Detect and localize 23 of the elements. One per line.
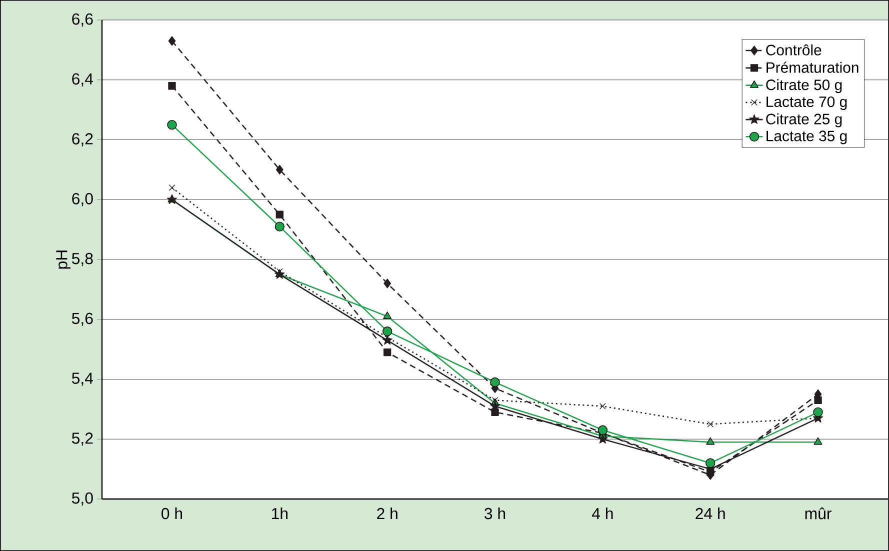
x-tick-label: 0 h <box>162 508 182 520</box>
legend-label: Citrate 25 g <box>766 113 842 128</box>
y-tick-label: 6,0 <box>72 193 93 206</box>
legend-label: Lactate 70 g <box>766 96 847 110</box>
y-tick-label: 5,2 <box>72 432 93 446</box>
y-axis-title: pH <box>56 250 70 269</box>
x-tick-label: 2 h <box>377 508 398 520</box>
legend-label: Citrate 50 g <box>766 79 842 94</box>
y-tick-label: 6,6 <box>72 13 93 27</box>
legend-label: Contrôle <box>766 44 822 56</box>
legend-label: Lactate 35 g <box>766 130 847 144</box>
y-tick-label: 6,2 <box>72 133 93 146</box>
x-tick-label: 24 h <box>696 508 725 520</box>
y-tick-label: 5,8 <box>72 252 93 266</box>
x-tick-label: 4 h <box>592 508 613 520</box>
x-tick-label: 3 h <box>484 508 506 520</box>
y-tick-label: 5,4 <box>72 372 94 386</box>
x-tick-label: mûr <box>805 507 832 520</box>
y-tick-label: 6,4 <box>72 73 94 86</box>
y-tick-label: 5,0 <box>72 492 93 506</box>
legend-label: Prématuration <box>766 62 858 73</box>
y-tick-label: 5,6 <box>72 312 93 326</box>
x-tick-label: 1h <box>272 508 288 520</box>
